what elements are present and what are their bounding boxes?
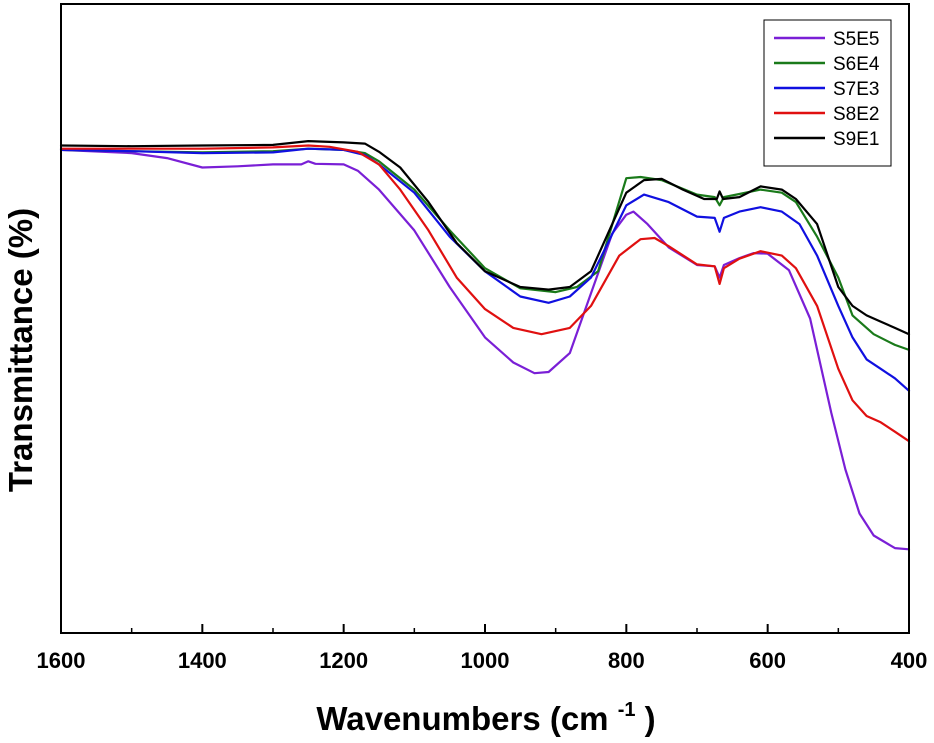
legend: S5E5 S6E4 S7E3 S8E2 S9E1 bbox=[763, 19, 892, 167]
x-tick-label: 1400 bbox=[178, 648, 227, 673]
legend-label-s7e3: S7E3 bbox=[833, 79, 879, 100]
series-layer bbox=[59, 140, 911, 551]
legend-label-s8e2: S8E2 bbox=[833, 104, 879, 125]
legend-label-s5e5: S5E5 bbox=[833, 29, 879, 50]
x-tick-label: 1200 bbox=[319, 648, 368, 673]
series-line-s8e2 bbox=[59, 144, 911, 443]
x-axis-title-main: Wavenumbers (cm bbox=[316, 700, 608, 737]
x-axis-title-close: ) bbox=[645, 700, 656, 737]
legend-label-s6e4: S6E4 bbox=[833, 54, 880, 75]
x-tick-label: 800 bbox=[608, 648, 645, 673]
x-axis-title-superscript: -1 bbox=[618, 699, 636, 721]
x-tick-label: 400 bbox=[891, 648, 928, 673]
x-tick-label: 1600 bbox=[37, 648, 86, 673]
legend-box bbox=[763, 19, 892, 167]
x-tick-label: 1000 bbox=[461, 648, 510, 673]
legend-label-s9e1: S9E1 bbox=[833, 129, 879, 150]
x-tick-label: 600 bbox=[749, 648, 786, 673]
x-axis-title: Wavenumbers (cm -1 ) bbox=[316, 686, 655, 737]
x-axis-ticks: 1600 1400 1200 1000 800 600 400 bbox=[37, 624, 928, 673]
series-line-s9e1 bbox=[59, 140, 911, 336]
y-axis-title: Transmittance (%) bbox=[2, 208, 39, 492]
